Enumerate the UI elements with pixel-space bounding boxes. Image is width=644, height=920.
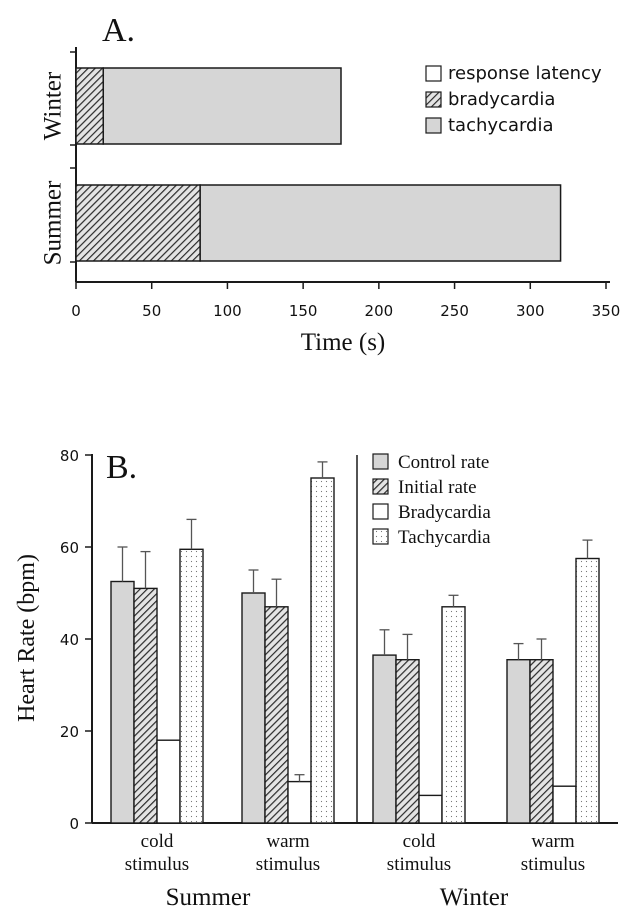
bar-winter-cold-stimulus-initial-rate <box>395 659 420 824</box>
panel-a-y-ticks: Winter Summer <box>40 51 76 265</box>
bar-winter-cold-stimulus-control-rate <box>372 654 397 824</box>
panel-b-group-labels: Summer Winter <box>166 884 509 911</box>
bar-summer-tachycardia <box>199 184 562 262</box>
panel-b-y-axis-title: Heart Rate (bpm) <box>14 554 40 722</box>
bar-summer-warm-stimulus-initial-rate <box>264 606 289 824</box>
legend-swatch-control-rate <box>372 453 389 470</box>
panel-b-bars <box>110 461 600 824</box>
panel-a: A. Winter Summer 0 50 100 150 200 250 300 350 Ti… <box>40 12 621 356</box>
bar-winter-cold-stimulus-tachycardia <box>441 606 466 824</box>
x-tick-label-200: 200 <box>365 302 394 320</box>
category-label-summer-cold-stimulus-1: stimulus <box>125 854 189 875</box>
x-tick-label-300: 300 <box>516 302 545 320</box>
x-tick-label-50: 50 <box>142 302 161 320</box>
bar-summer-bradycardia <box>75 184 201 262</box>
bar-summer-cold-stimulus-tachycardia <box>179 548 204 824</box>
bar-summer-cold-stimulus-bradycardia <box>156 739 181 824</box>
legend-swatch-tachycardia <box>425 117 442 134</box>
x-tick-label-150: 150 <box>289 302 318 320</box>
legend-label-bradycardia: Bradycardia <box>398 502 491 523</box>
bar-winter-warm-stimulus-initial-rate <box>529 659 554 824</box>
category-label-winter-warm-stimulus-0: warm <box>531 831 574 852</box>
legend-label-control-rate: Control rate <box>398 452 489 473</box>
bar-winter-cold-stimulus-bradycardia <box>418 794 443 824</box>
bar-winter-warm-stimulus-tachycardia <box>575 557 600 824</box>
legend-swatch-bradycardia <box>425 91 442 108</box>
panel-b-y-ticks: 0 20 40 60 80 <box>60 447 92 833</box>
panel-a-x-axis-title: Time (s) <box>301 329 386 356</box>
y-tick-label-80: 80 <box>60 447 79 465</box>
y-tick-label-20: 20 <box>60 723 79 741</box>
legend-swatch-response-latency <box>425 65 442 82</box>
bar-summer-warm-stimulus-tachycardia <box>310 477 335 824</box>
category-label-winter-cold-stimulus-1: stimulus <box>387 854 451 875</box>
panel-a-bars <box>75 67 562 262</box>
panel-b-label: B. <box>106 449 137 486</box>
group-label-summer: Summer <box>166 884 251 911</box>
legend-swatch-tachycardia <box>372 528 389 545</box>
panel-a-x-ticks: 0 50 100 150 200 250 300 350 <box>71 282 620 320</box>
y-tick-label-40: 40 <box>60 631 79 649</box>
legend-label-response-latency: response latency <box>448 63 602 84</box>
bar-winter-bradycardia <box>75 67 105 145</box>
legend-swatch-initial-rate <box>372 478 389 495</box>
legend-label-tachycardia: Tachycardia <box>398 527 491 548</box>
category-label-summer-warm-stimulus-1: stimulus <box>256 854 320 875</box>
legend-label-bradycardia: bradycardia <box>448 89 555 110</box>
x-tick-label-250: 250 <box>440 302 469 320</box>
legend-label-initial-rate: Initial rate <box>398 477 477 498</box>
category-label-summer: Summer <box>40 180 67 265</box>
bar-summer-cold-stimulus-control-rate <box>110 580 135 824</box>
x-tick-label-0: 0 <box>71 302 81 320</box>
y-tick-label-0: 0 <box>69 815 79 833</box>
y-tick-label-60: 60 <box>60 539 79 557</box>
bar-summer-warm-stimulus-control-rate <box>241 592 266 824</box>
x-tick-label-350: 350 <box>592 302 621 320</box>
legend-swatch-bradycardia <box>372 503 389 520</box>
x-tick-label-100: 100 <box>213 302 242 320</box>
category-label-summer-warm-stimulus-0: warm <box>266 831 309 852</box>
bar-winter-warm-stimulus-control-rate <box>506 659 531 824</box>
category-label-winter-warm-stimulus-1: stimulus <box>521 854 585 875</box>
legend-label-tachycardia: tachycardia <box>448 115 554 136</box>
panel-b-category-labels: coldstimuluswarmstimuluscoldstimuluswarm… <box>125 831 585 875</box>
category-label-winter-cold-stimulus-0: cold <box>403 831 436 852</box>
bar-winter-warm-stimulus-bradycardia <box>552 785 577 824</box>
panel-b-legend: Control rate Initial rate Bradycardia Tachy… <box>372 452 491 548</box>
panel-a-label: A. <box>102 12 135 49</box>
group-label-winter: Winter <box>440 884 509 911</box>
panel-a-legend: response latency bradycardia tachycardia <box>425 63 602 136</box>
bar-summer-warm-stimulus-bradycardia <box>287 780 312 824</box>
bar-summer-cold-stimulus-initial-rate <box>133 587 158 824</box>
category-label-winter: Winter <box>40 71 67 140</box>
category-label-summer-cold-stimulus-0: cold <box>141 831 174 852</box>
bar-winter-tachycardia <box>102 67 342 145</box>
